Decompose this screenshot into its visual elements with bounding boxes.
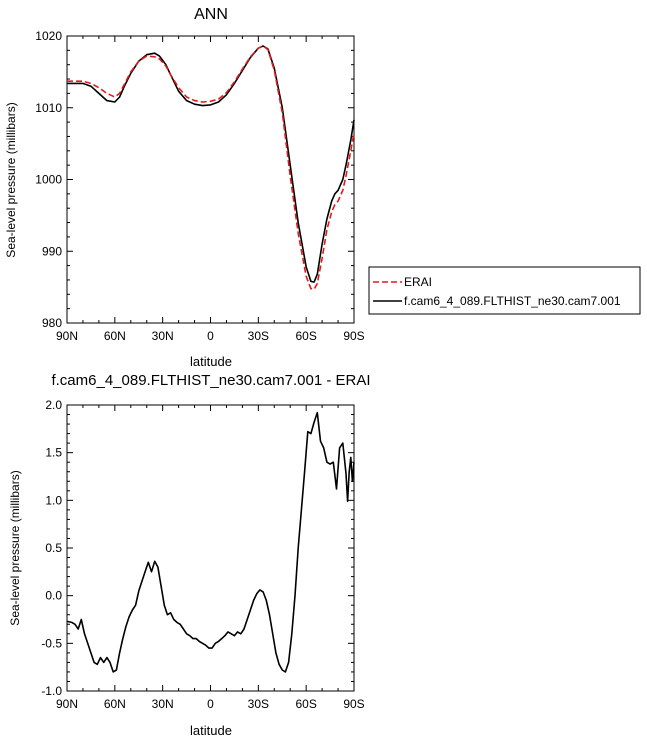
top-axis-ticks: 90N 60N 30N 0 30S 60S 90S 980 990 1000 1010 1020 — [35, 29, 364, 343]
top-y-tick-label: 990 — [42, 244, 62, 258]
bottom-x-tick-label: 90N — [56, 697, 78, 711]
top-x-axis-label: latitude — [190, 354, 232, 369]
bottom-y-tick-label: 2.0 — [45, 398, 62, 412]
bottom-x-tick-label: 60N — [104, 697, 126, 711]
top-plot-area — [66, 35, 355, 324]
top-x-tick-label: 30N — [152, 329, 174, 343]
top-series-group — [67, 45, 355, 291]
bottom-x-tick-label: 90S — [343, 697, 364, 711]
top-x-tick-label: 90S — [343, 329, 364, 343]
bottom-x-tick-label: 30N — [152, 697, 174, 711]
top-chart-title: ANN — [194, 6, 228, 23]
top-y-tick-label: 1010 — [35, 101, 62, 115]
top-panel: ANN 90N 60N 30N 0 30S 60S 90S 980 990 1000 1010 102… — [4, 6, 641, 369]
legend-model-label: f.cam6_4_089.FLTHIST_ne30.cam7.001 — [404, 294, 621, 308]
bottom-y-axis-label: Sea-level pressure (millibars) — [8, 470, 22, 625]
bottom-chart-title: f.cam6_4_089.FLTHIST_ne30.cam7.001 - ERA… — [51, 372, 370, 389]
bottom-y-tick-label: 0.0 — [45, 589, 62, 603]
top-y-tick-label: 1000 — [35, 173, 62, 187]
bottom-series-line-0 — [66, 411, 355, 673]
bottom-y-tick-label: 0.5 — [45, 541, 62, 555]
bottom-y-tick-label: -0.5 — [41, 636, 62, 650]
bottom-x-tick-label: 30S — [248, 697, 269, 711]
top-series-line-0 — [67, 45, 355, 283]
top-y-axis-label: Sea-level pressure (millibars) — [4, 102, 18, 257]
bottom-y-tick-label: 1.0 — [45, 493, 62, 507]
bottom-panel: f.cam6_4_089.FLTHIST_ne30.cam7.001 - ERA… — [8, 372, 371, 738]
bottom-x-tick-label: 0 — [207, 697, 214, 711]
legend: ERAI f.cam6_4_089.FLTHIST_ne30.cam7.001 — [368, 266, 641, 315]
bottom-y-tick-label: -1.0 — [41, 684, 62, 698]
top-y-tick-label: 980 — [42, 316, 62, 330]
top-x-tick-label: 90N — [56, 329, 78, 343]
top-series-line-1 — [67, 45, 355, 291]
top-plot-frame — [66, 35, 355, 324]
bottom-series-group — [66, 411, 355, 673]
legend-box — [368, 266, 641, 315]
bottom-y-tick-label: 1.5 — [45, 446, 62, 460]
top-y-tick-label: 1020 — [35, 29, 62, 43]
bottom-axis-ticks: 90N 60N 30N 0 30S 60S 90S -1.0 -0.5 0.0 0.5 1.0 1.5 2… — [41, 398, 364, 711]
bottom-x-tick-label: 60S — [295, 697, 316, 711]
bottom-x-axis-label: latitude — [190, 723, 232, 738]
top-x-tick-label: 60N — [104, 329, 126, 343]
top-x-tick-label: 30S — [248, 329, 269, 343]
legend-erai-label: ERAI — [404, 275, 432, 289]
top-x-tick-label: 60S — [295, 329, 316, 343]
top-x-tick-label: 0 — [207, 329, 214, 343]
